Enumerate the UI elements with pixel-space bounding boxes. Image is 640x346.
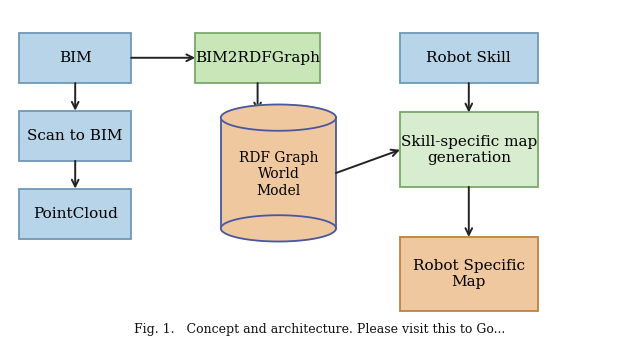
Polygon shape xyxy=(221,104,336,131)
FancyBboxPatch shape xyxy=(19,33,131,83)
Text: RDF Graph
World
Model: RDF Graph World Model xyxy=(239,151,318,198)
FancyBboxPatch shape xyxy=(400,112,538,187)
FancyBboxPatch shape xyxy=(19,111,131,161)
Polygon shape xyxy=(221,215,336,242)
FancyBboxPatch shape xyxy=(400,33,538,83)
Text: PointCloud: PointCloud xyxy=(33,207,118,221)
FancyBboxPatch shape xyxy=(195,33,320,83)
Text: Scan to BIM: Scan to BIM xyxy=(28,129,123,143)
Text: Fig. 1.   Concept and architecture. Please visit this to Go...: Fig. 1. Concept and architecture. Please… xyxy=(134,322,506,336)
Text: BIM2RDFGraph: BIM2RDFGraph xyxy=(195,51,320,65)
Text: Robot Skill: Robot Skill xyxy=(426,51,511,65)
FancyBboxPatch shape xyxy=(400,237,538,311)
FancyBboxPatch shape xyxy=(221,118,336,228)
FancyBboxPatch shape xyxy=(19,189,131,239)
Text: Skill-specific map
generation: Skill-specific map generation xyxy=(401,135,537,165)
Text: BIM: BIM xyxy=(59,51,92,65)
Text: Robot Specific
Map: Robot Specific Map xyxy=(413,259,525,289)
